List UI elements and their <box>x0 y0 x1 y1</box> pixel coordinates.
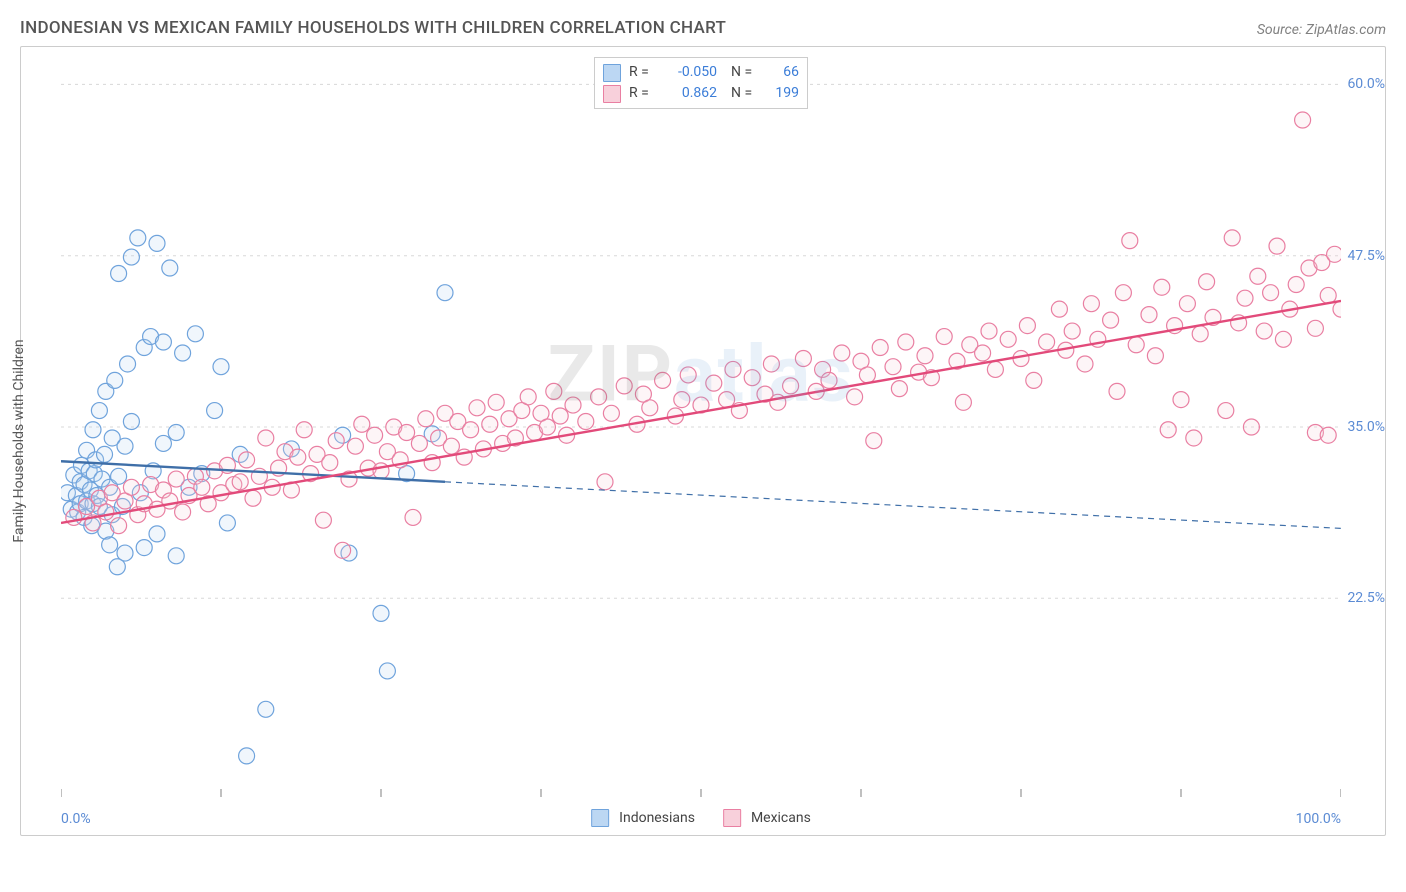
legend-series: Indonesians Mexicans <box>591 809 811 827</box>
legend-swatch-icon <box>723 809 741 827</box>
x-axis-min-label: 0.0% <box>61 811 91 827</box>
y-axis-tick-label: 60.0% <box>1347 76 1385 92</box>
y-axis-tick-label: 22.5% <box>1347 590 1385 606</box>
legend-item: Mexicans <box>723 809 811 827</box>
legend-r-label: R = <box>629 62 659 83</box>
scatter-svg <box>61 57 1341 797</box>
legend-item: Indonesians <box>591 809 695 827</box>
legend-series-label: Mexicans <box>751 810 811 826</box>
legend-r-value: 0.862 <box>665 83 717 104</box>
legend-r-label: R = <box>629 83 659 104</box>
legend-n-label: N = <box>731 83 761 104</box>
legend-r-value: -0.050 <box>665 62 717 83</box>
chart-header: INDONESIAN VS MEXICAN FAMILY HOUSEHOLDS … <box>0 0 1406 46</box>
x-axis-max-label: 100.0% <box>1296 811 1341 827</box>
legend-n-value: 66 <box>767 62 799 83</box>
chart-container: Family Households with Children ZIPatlas… <box>20 46 1386 836</box>
y-axis-label: Family Households with Children <box>11 339 27 542</box>
legend-row: R = -0.050 N = 66 <box>603 62 799 83</box>
plot-area: ZIPatlas R = -0.050 N = 66 R = 0.862 N =… <box>61 57 1341 797</box>
y-axis-tick-label: 47.5% <box>1347 248 1385 264</box>
chart-title: INDONESIAN VS MEXICAN FAMILY HOUSEHOLDS … <box>20 18 726 38</box>
legend-n-label: N = <box>731 62 761 83</box>
legend-correlation-box: R = -0.050 N = 66 R = 0.862 N = 199 <box>594 57 808 109</box>
legend-series-label: Indonesians <box>619 810 695 826</box>
legend-n-value: 199 <box>767 83 799 104</box>
legend-swatch-icon <box>591 809 609 827</box>
y-axis-tick-label: 35.0% <box>1347 419 1385 435</box>
legend-row: R = 0.862 N = 199 <box>603 83 799 104</box>
source-label: Source: ZipAtlas.com <box>1257 22 1386 38</box>
legend-swatch-icon <box>603 64 621 82</box>
legend-swatch-icon <box>603 85 621 103</box>
